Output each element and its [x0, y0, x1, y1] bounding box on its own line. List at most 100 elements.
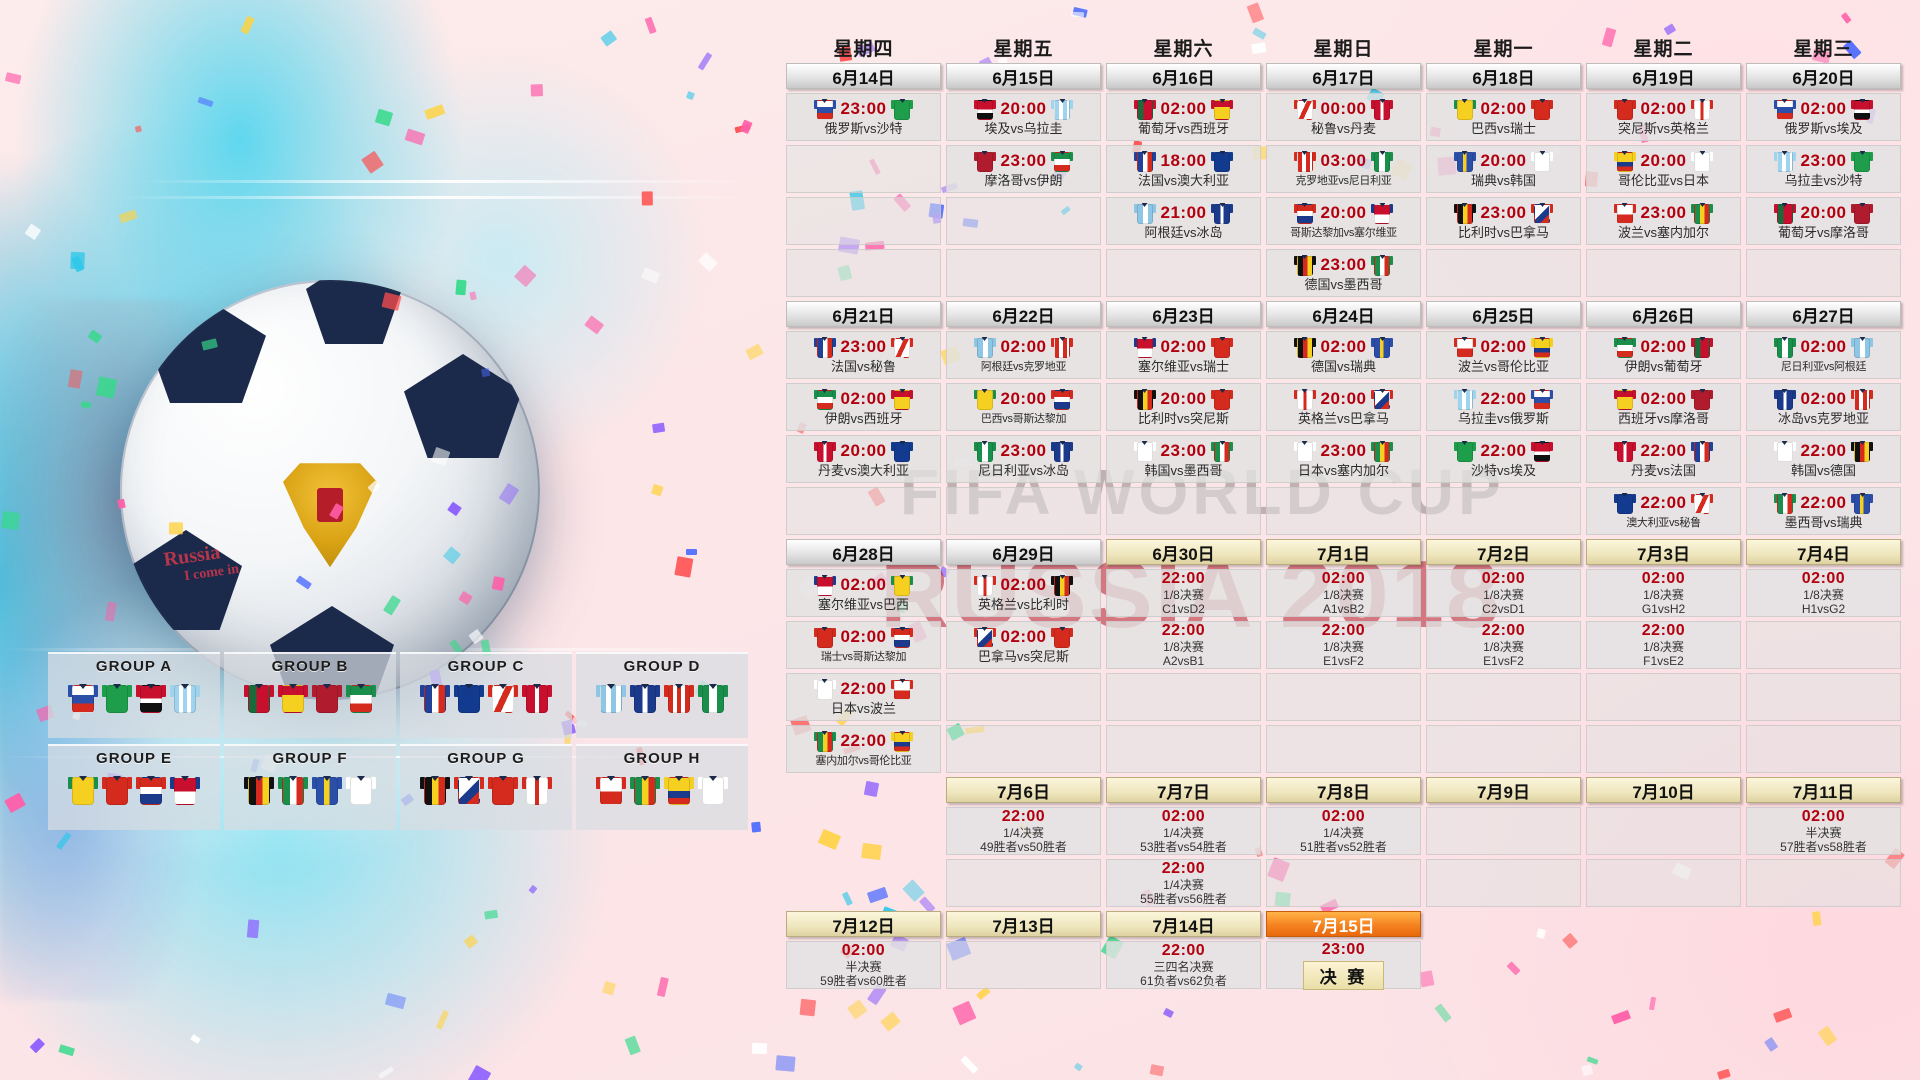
group-match-cell[interactable]: 02:00 西班牙vs摩洛哥 [1586, 383, 1741, 431]
group-box-group-h[interactable]: GROUP H [576, 744, 748, 830]
date-header-6月15日[interactable]: 6月15日 [946, 63, 1101, 89]
group-box-group-g[interactable]: GROUP G [400, 744, 572, 830]
group-box-group-e[interactable]: GROUP E [48, 744, 220, 830]
group-match-cell[interactable]: 20:00 英格兰vs巴拿马 [1266, 383, 1421, 431]
group-match-cell[interactable]: 20:00 比利时vs突尼斯 [1106, 383, 1261, 431]
knockout-match-cell[interactable]: 02:00 1/8决赛 H1vsG2 [1746, 569, 1901, 617]
group-match-cell[interactable]: 20:00 哥斯达黎加vs塞尔维亚 [1266, 197, 1421, 245]
knockout-match-cell[interactable]: 22:00 三四名决赛 61负者vs62负者 [1106, 941, 1261, 989]
knockout-match-cell[interactable]: 22:00 1/8决赛 A2vsB1 [1106, 621, 1261, 669]
group-match-cell[interactable]: 03:00 克罗地亚vs尼日利亚 [1266, 145, 1421, 193]
group-box-group-a[interactable]: GROUP A [48, 652, 220, 738]
group-match-cell[interactable]: 02:00 英格兰vs比利时 [946, 569, 1101, 617]
date-header-6月25日[interactable]: 6月25日 [1426, 301, 1581, 327]
group-match-cell[interactable]: 02:00 阿根廷vs克罗地亚 [946, 331, 1101, 379]
group-match-cell[interactable]: 02:00 巴拿马vs突尼斯 [946, 621, 1101, 669]
group-match-cell[interactable]: 02:00 俄罗斯vs埃及 [1746, 93, 1901, 141]
group-match-cell[interactable]: 02:00 冰岛vs克罗地亚 [1746, 383, 1901, 431]
group-match-cell[interactable]: 02:00 德国vs瑞典 [1266, 331, 1421, 379]
date-header-6月21日[interactable]: 6月21日 [786, 301, 941, 327]
date-header-6月19日[interactable]: 6月19日 [1586, 63, 1741, 89]
knockout-match-cell[interactable]: 22:00 1/4决赛 49胜者vs50胜者 [946, 807, 1101, 855]
group-match-cell[interactable]: 02:00 突尼斯vs英格兰 [1586, 93, 1741, 141]
group-match-cell[interactable]: 20:00 哥伦比亚vs日本 [1586, 145, 1741, 193]
date-header-7月3日[interactable]: 7月3日 [1586, 539, 1741, 565]
group-match-cell[interactable]: 02:00 波兰vs哥伦比亚 [1426, 331, 1581, 379]
knockout-match-cell[interactable]: 22:00 1/8决赛 E1vsF2 [1426, 621, 1581, 669]
group-match-cell[interactable]: 22:00 丹麦vs法国 [1586, 435, 1741, 483]
group-match-cell[interactable]: 02:00 伊朗vs葡萄牙 [1586, 331, 1741, 379]
final-match-cell[interactable]: 23:00 决 赛 [1266, 941, 1421, 990]
group-match-cell[interactable]: 22:00 塞内加尔vs哥伦比亚 [786, 725, 941, 773]
knockout-match-cell[interactable]: 22:00 1/8决赛 C1vsD2 [1106, 569, 1261, 617]
group-match-cell[interactable]: 22:00 沙特vs埃及 [1426, 435, 1581, 483]
knockout-match-cell[interactable]: 02:00 1/8决赛 A1vsB2 [1266, 569, 1421, 617]
group-match-cell[interactable]: 23:00 日本vs塞内加尔 [1266, 435, 1421, 483]
date-header-6月16日[interactable]: 6月16日 [1106, 63, 1261, 89]
group-match-cell[interactable]: 23:00 比利时vs巴拿马 [1426, 197, 1581, 245]
group-match-cell[interactable]: 23:00 俄罗斯vs沙特 [786, 93, 941, 141]
date-header-6月24日[interactable]: 6月24日 [1266, 301, 1421, 327]
date-header-6月22日[interactable]: 6月22日 [946, 301, 1101, 327]
date-header-6月23日[interactable]: 6月23日 [1106, 301, 1261, 327]
knockout-match-cell[interactable]: 02:00 1/8决赛 G1vsH2 [1586, 569, 1741, 617]
date-header-7月7日[interactable]: 7月7日 [1106, 777, 1261, 803]
group-match-cell[interactable]: 20:00 葡萄牙vs摩洛哥 [1746, 197, 1901, 245]
date-header-7月15日[interactable]: 7月15日 [1266, 911, 1421, 937]
knockout-match-cell[interactable]: 02:00 半决赛 59胜者vs60胜者 [786, 941, 941, 989]
group-match-cell[interactable]: 20:00 瑞典vs韩国 [1426, 145, 1581, 193]
group-match-cell[interactable]: 20:00 巴西vs哥斯达黎加 [946, 383, 1101, 431]
date-header-6月28日[interactable]: 6月28日 [786, 539, 941, 565]
group-match-cell[interactable]: 22:00 澳大利亚vs秘鲁 [1586, 487, 1741, 535]
knockout-match-cell[interactable]: 02:00 1/4决赛 53胜者vs54胜者 [1106, 807, 1261, 855]
group-match-cell[interactable]: 23:00 德国vs墨西哥 [1266, 249, 1421, 297]
date-header-6月20日[interactable]: 6月20日 [1746, 63, 1901, 89]
group-match-cell[interactable]: 21:00 阿根廷vs冰岛 [1106, 197, 1261, 245]
date-header-7月13日[interactable]: 7月13日 [946, 911, 1101, 937]
group-match-cell[interactable]: 22:00 韩国vs德国 [1746, 435, 1901, 483]
group-match-cell[interactable]: 23:00 波兰vs塞内加尔 [1586, 197, 1741, 245]
group-match-cell[interactable]: 00:00 秘鲁vs丹麦 [1266, 93, 1421, 141]
date-header-6月14日[interactable]: 6月14日 [786, 63, 941, 89]
group-match-cell[interactable]: 20:00 埃及vs乌拉圭 [946, 93, 1101, 141]
date-header-7月2日[interactable]: 7月2日 [1426, 539, 1581, 565]
date-header-6月30日[interactable]: 6月30日 [1106, 539, 1261, 565]
group-box-group-d[interactable]: GROUP D [576, 652, 748, 738]
group-box-group-f[interactable]: GROUP F [224, 744, 396, 830]
date-header-7月4日[interactable]: 7月4日 [1746, 539, 1901, 565]
group-match-cell[interactable]: 02:00 伊朗vs西班牙 [786, 383, 941, 431]
date-header-7月12日[interactable]: 7月12日 [786, 911, 941, 937]
knockout-match-cell[interactable]: 22:00 1/8决赛 F1vsE2 [1586, 621, 1741, 669]
group-match-cell[interactable]: 18:00 法国vs澳大利亚 [1106, 145, 1261, 193]
group-match-cell[interactable]: 23:00 摩洛哥vs伊朗 [946, 145, 1101, 193]
group-match-cell[interactable]: 02:00 尼日利亚vs阿根廷 [1746, 331, 1901, 379]
date-header-6月29日[interactable]: 6月29日 [946, 539, 1101, 565]
date-header-7月6日[interactable]: 7月6日 [946, 777, 1101, 803]
date-header-7月14日[interactable]: 7月14日 [1106, 911, 1261, 937]
date-header-6月17日[interactable]: 6月17日 [1266, 63, 1421, 89]
group-match-cell[interactable]: 02:00 巴西vs瑞士 [1426, 93, 1581, 141]
knockout-match-cell[interactable]: 22:00 1/4决赛 55胜者vs56胜者 [1106, 859, 1261, 907]
date-header-7月8日[interactable]: 7月8日 [1266, 777, 1421, 803]
group-box-group-c[interactable]: GROUP C [400, 652, 572, 738]
group-match-cell[interactable]: 23:00 尼日利亚vs冰岛 [946, 435, 1101, 483]
date-header-7月11日[interactable]: 7月11日 [1746, 777, 1901, 803]
group-match-cell[interactable]: 02:00 葡萄牙vs西班牙 [1106, 93, 1261, 141]
group-match-cell[interactable]: 22:00 日本vs波兰 [786, 673, 941, 721]
knockout-match-cell[interactable]: 22:00 1/8决赛 E1vsF2 [1266, 621, 1421, 669]
knockout-match-cell[interactable]: 02:00 1/4决赛 51胜者vs52胜者 [1266, 807, 1421, 855]
date-header-7月10日[interactable]: 7月10日 [1586, 777, 1741, 803]
date-header-6月26日[interactable]: 6月26日 [1586, 301, 1741, 327]
group-box-group-b[interactable]: GROUP B [224, 652, 396, 738]
group-match-cell[interactable]: 23:00 乌拉圭vs沙特 [1746, 145, 1901, 193]
group-match-cell[interactable]: 22:00 墨西哥vs瑞典 [1746, 487, 1901, 535]
group-match-cell[interactable]: 23:00 韩国vs墨西哥 [1106, 435, 1261, 483]
group-match-cell[interactable]: 20:00 丹麦vs澳大利亚 [786, 435, 941, 483]
date-header-7月9日[interactable]: 7月9日 [1426, 777, 1581, 803]
group-match-cell[interactable]: 02:00 塞尔维亚vs瑞士 [1106, 331, 1261, 379]
date-header-6月18日[interactable]: 6月18日 [1426, 63, 1581, 89]
group-match-cell[interactable]: 22:00 乌拉圭vs俄罗斯 [1426, 383, 1581, 431]
knockout-match-cell[interactable]: 02:00 半决赛 57胜者vs58胜者 [1746, 807, 1901, 855]
knockout-match-cell[interactable]: 02:00 1/8决赛 C2vsD1 [1426, 569, 1581, 617]
group-match-cell[interactable]: 23:00 法国vs秘鲁 [786, 331, 941, 379]
